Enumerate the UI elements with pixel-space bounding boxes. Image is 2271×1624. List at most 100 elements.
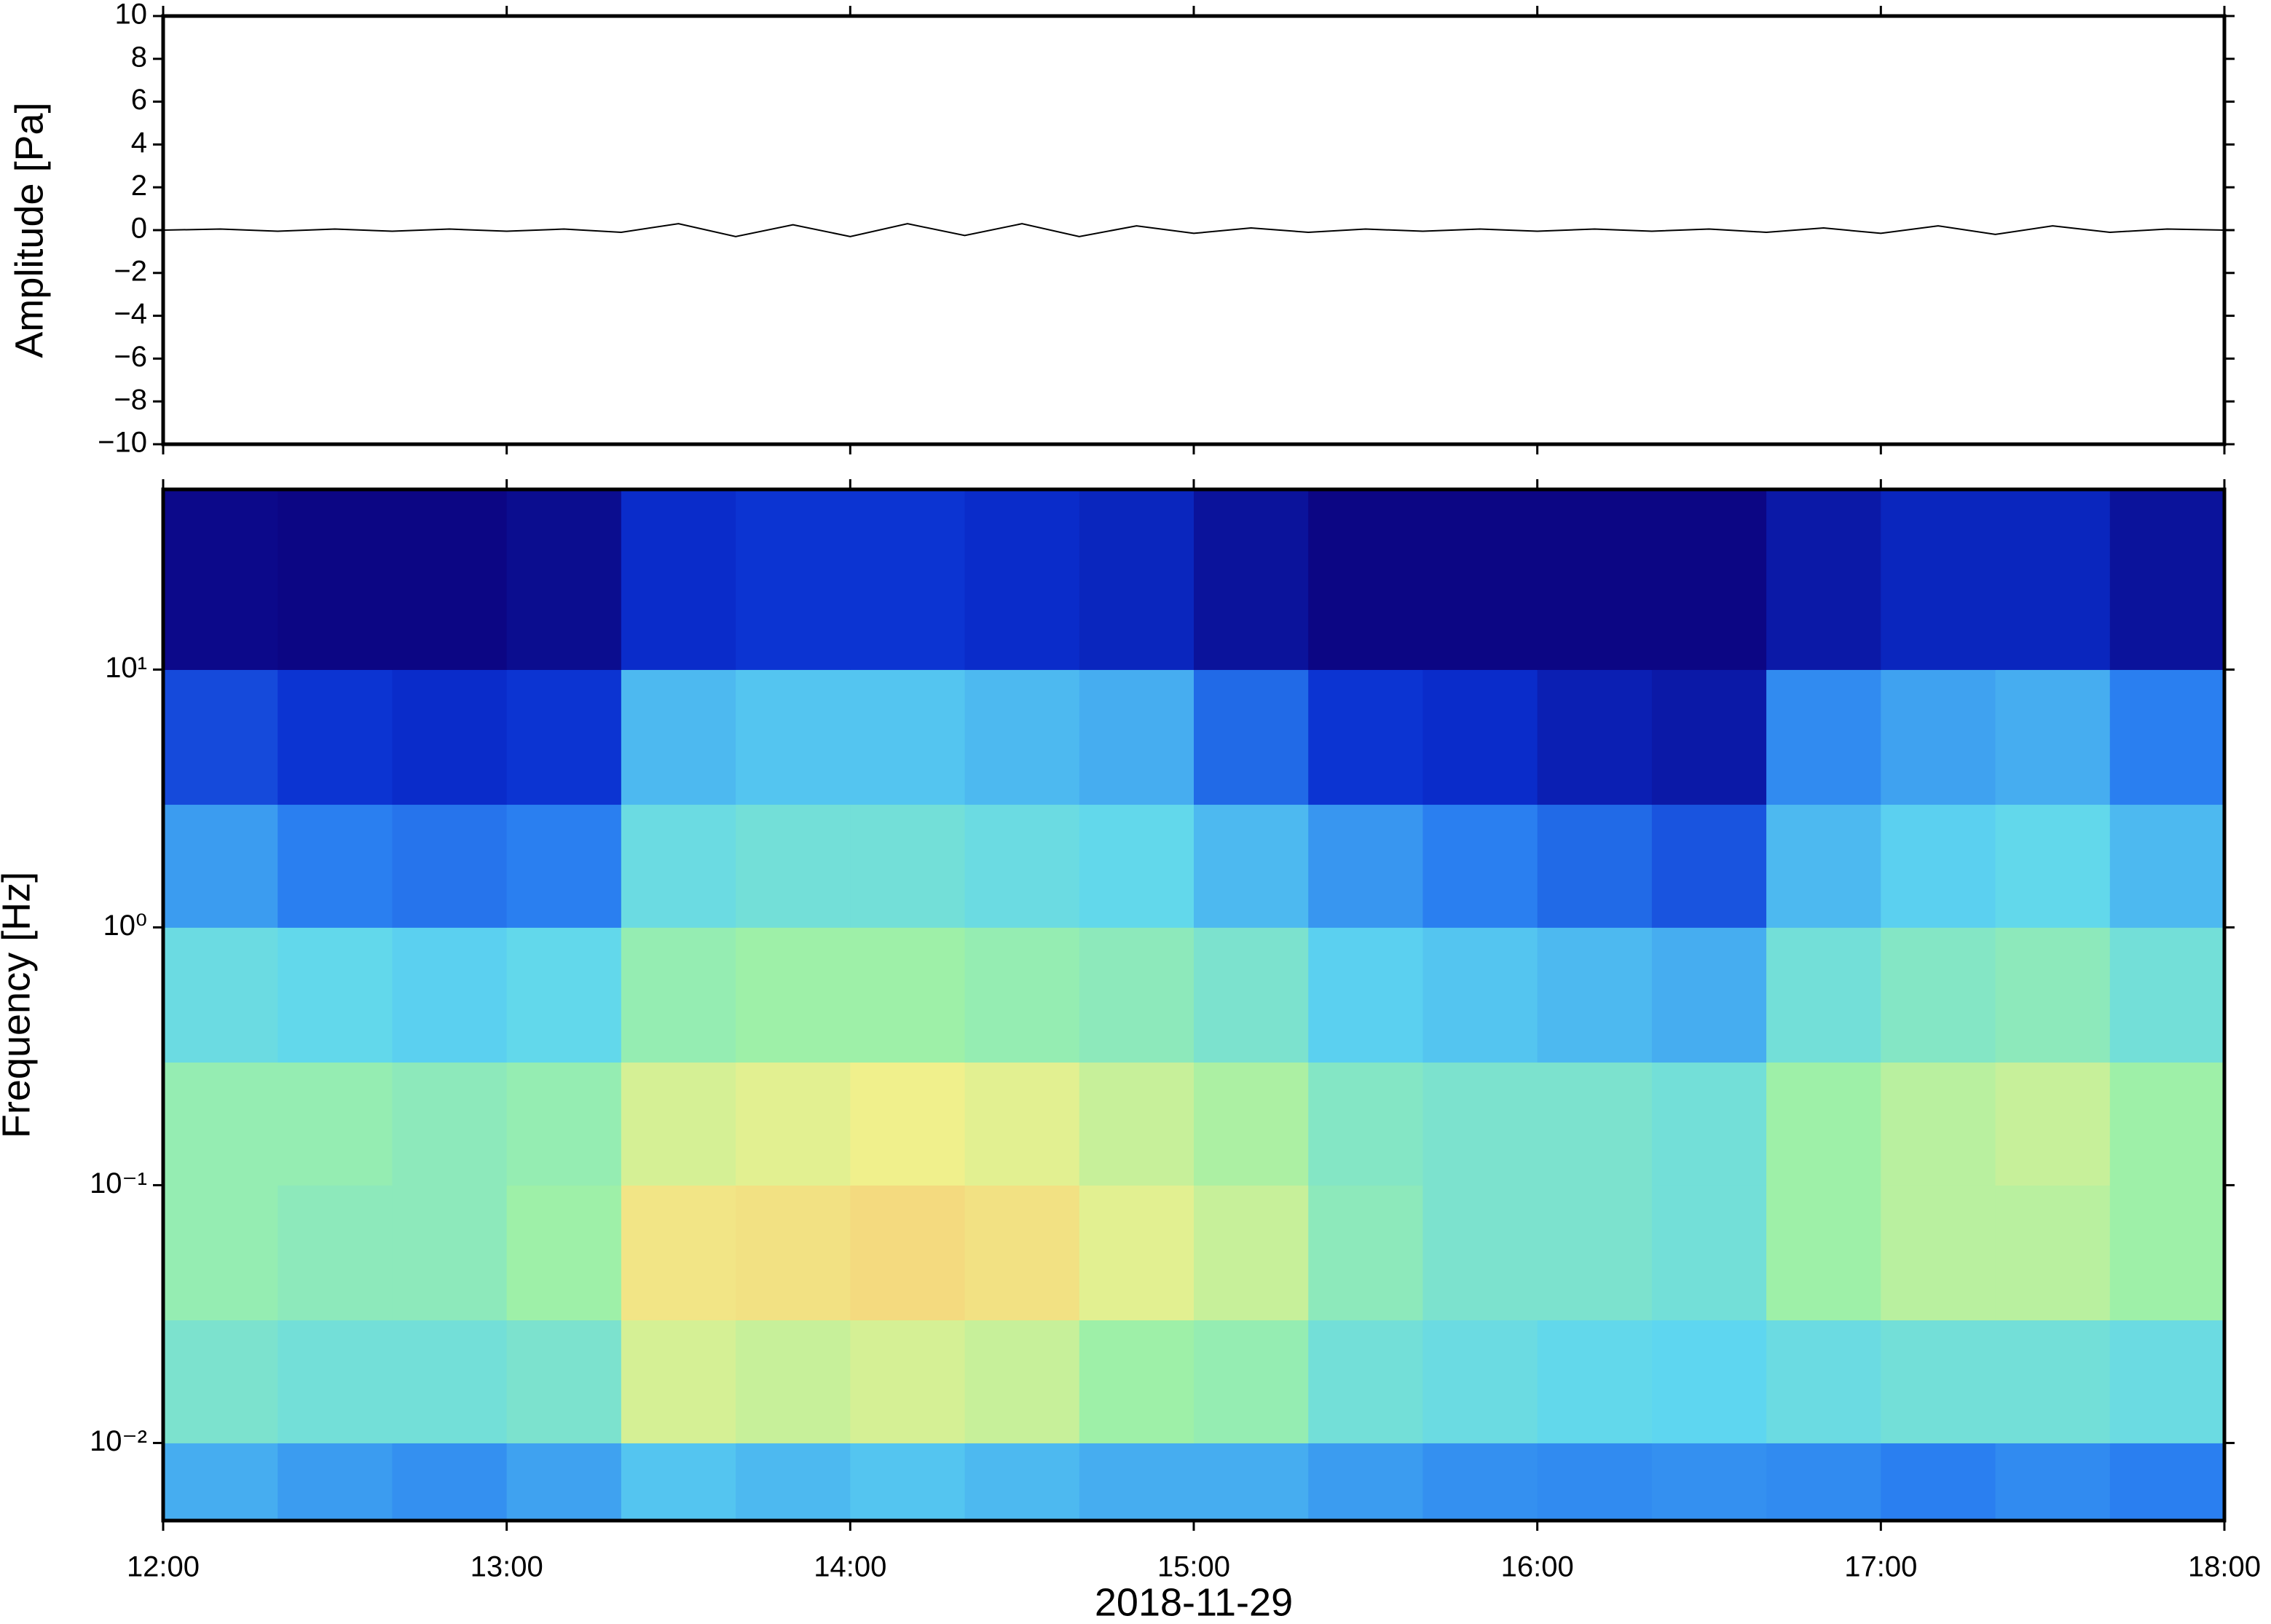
heatmap-cell [506, 669, 622, 805]
x-tick-label: 15:00 [1157, 1551, 1230, 1583]
heatmap-cell [1881, 1443, 1996, 1521]
heatmap-cell [1537, 1443, 1653, 1521]
heatmap-cell [850, 489, 966, 670]
heatmap-cell [1537, 1320, 1653, 1443]
heatmap-cell [964, 669, 1080, 805]
heatmap-cell [1308, 804, 1423, 928]
heatmap-cell [1194, 1185, 1309, 1321]
heatmap-cell [1881, 669, 1996, 805]
heatmap-cell [1766, 669, 1881, 805]
heatmap-cell [1995, 1320, 2111, 1443]
heatmap-cell [1079, 669, 1194, 805]
heatmap-cell [2109, 1062, 2225, 1186]
heatmap-cell [1079, 489, 1194, 670]
heatmap-cell [1881, 804, 1996, 928]
heatmap-cell [278, 669, 393, 805]
heatmap-cell [1308, 669, 1423, 805]
heatmap-cell [506, 804, 622, 928]
heatmap-cell [1422, 1185, 1538, 1321]
heatmap-cell [278, 927, 393, 1063]
heatmap-cell [392, 669, 508, 805]
heatmap-cell [1995, 489, 2111, 670]
heatmap-cell [163, 804, 278, 928]
heatmap-cell [1995, 804, 2111, 928]
heatmap-cell [163, 1443, 278, 1521]
y-tick-label: −4 [114, 298, 147, 330]
heatmap-cell [1766, 489, 1881, 670]
heatmap-cell [392, 1185, 508, 1321]
heatmap-cell [392, 927, 508, 1063]
heatmap-cell [1308, 1443, 1423, 1521]
heatmap-cell [278, 1443, 393, 1521]
heatmap-cell [1881, 489, 1996, 670]
heatmap-cell [163, 1062, 278, 1186]
heatmap-cell [1194, 669, 1309, 805]
heatmap-cell [506, 1320, 622, 1443]
y-tick-label: −8 [114, 384, 147, 416]
heatmap-cell [1308, 489, 1423, 670]
heatmap-cell [1651, 1062, 1767, 1186]
heatmap-cell [1422, 1062, 1538, 1186]
heatmap-cell [621, 1443, 736, 1521]
x-tick-label: 12:00 [127, 1551, 200, 1583]
heatmap-cell [2109, 1443, 2225, 1521]
heatmap-cell [1651, 489, 1767, 670]
heatmap-cell [1651, 927, 1767, 1063]
heatmap-cell [1995, 1443, 2111, 1521]
heatmap-cell [1079, 804, 1194, 928]
heatmap-cell [1194, 1443, 1309, 1521]
heatmap-cell [506, 1185, 622, 1321]
heatmap-cell [621, 804, 736, 928]
heatmap-cell [964, 1062, 1080, 1186]
heatmap-cell [163, 669, 278, 805]
heatmap-cell [1881, 927, 1996, 1063]
heatmap-cell [1537, 489, 1653, 670]
heatmap-cell [1766, 1185, 1881, 1321]
heatmap-cell [964, 1320, 1080, 1443]
heatmap-cell [1194, 1062, 1309, 1186]
y-tick-label: 6 [131, 84, 147, 116]
heatmap-cell [392, 1320, 508, 1443]
heatmap-cell [964, 1443, 1080, 1521]
heatmap-cell [621, 489, 736, 670]
heatmap-cell [850, 804, 966, 928]
heatmap-cell [1079, 1062, 1194, 1186]
heatmap-cell [850, 1320, 966, 1443]
heatmap-cell [1079, 1185, 1194, 1321]
heatmap-cell [1881, 1062, 1996, 1186]
heatmap-cell [278, 489, 393, 670]
heatmap-cell [736, 1185, 851, 1321]
heatmap-cell [850, 1443, 966, 1521]
y-tick-label: 10 [115, 0, 148, 31]
y-tick-label: −10 [98, 427, 147, 459]
heatmap-cell [964, 927, 1080, 1063]
heatmap-cell [850, 927, 966, 1063]
y-tick-label: 10⁰ [103, 910, 147, 942]
heatmap-cell [1766, 804, 1881, 928]
heatmap-cell [736, 489, 851, 670]
heatmap-cell [163, 927, 278, 1063]
x-tick-label: 14:00 [814, 1551, 886, 1583]
heatmap-cell [1537, 1185, 1653, 1321]
heatmap-cell [1881, 1185, 1996, 1321]
x-tick-label: 13:00 [471, 1551, 543, 1583]
heatmap-cell [506, 1443, 622, 1521]
heatmap-cell [1079, 1320, 1194, 1443]
x-tick-label: 16:00 [1501, 1551, 1574, 1583]
y-tick-label: 2 [131, 170, 147, 202]
heatmap-cell [1194, 927, 1309, 1063]
heatmap-cell [964, 1185, 1080, 1321]
y-tick-label: −2 [114, 255, 147, 287]
heatmap-cell [1766, 927, 1881, 1063]
heatmap-cell [2109, 1320, 2225, 1443]
heatmap-cell [278, 1320, 393, 1443]
heatmap-cell [1995, 669, 2111, 805]
x-tick-label: 18:00 [2188, 1551, 2261, 1583]
heatmap-cell [1995, 1185, 2111, 1321]
heatmap-cell [1995, 1062, 2111, 1186]
heatmap-cell [1651, 1320, 1767, 1443]
heatmap-cell [278, 804, 393, 928]
heatmap-cell [1422, 804, 1538, 928]
heatmap-cell [621, 1320, 736, 1443]
y-tick-label: 10⁻¹ [90, 1167, 147, 1199]
